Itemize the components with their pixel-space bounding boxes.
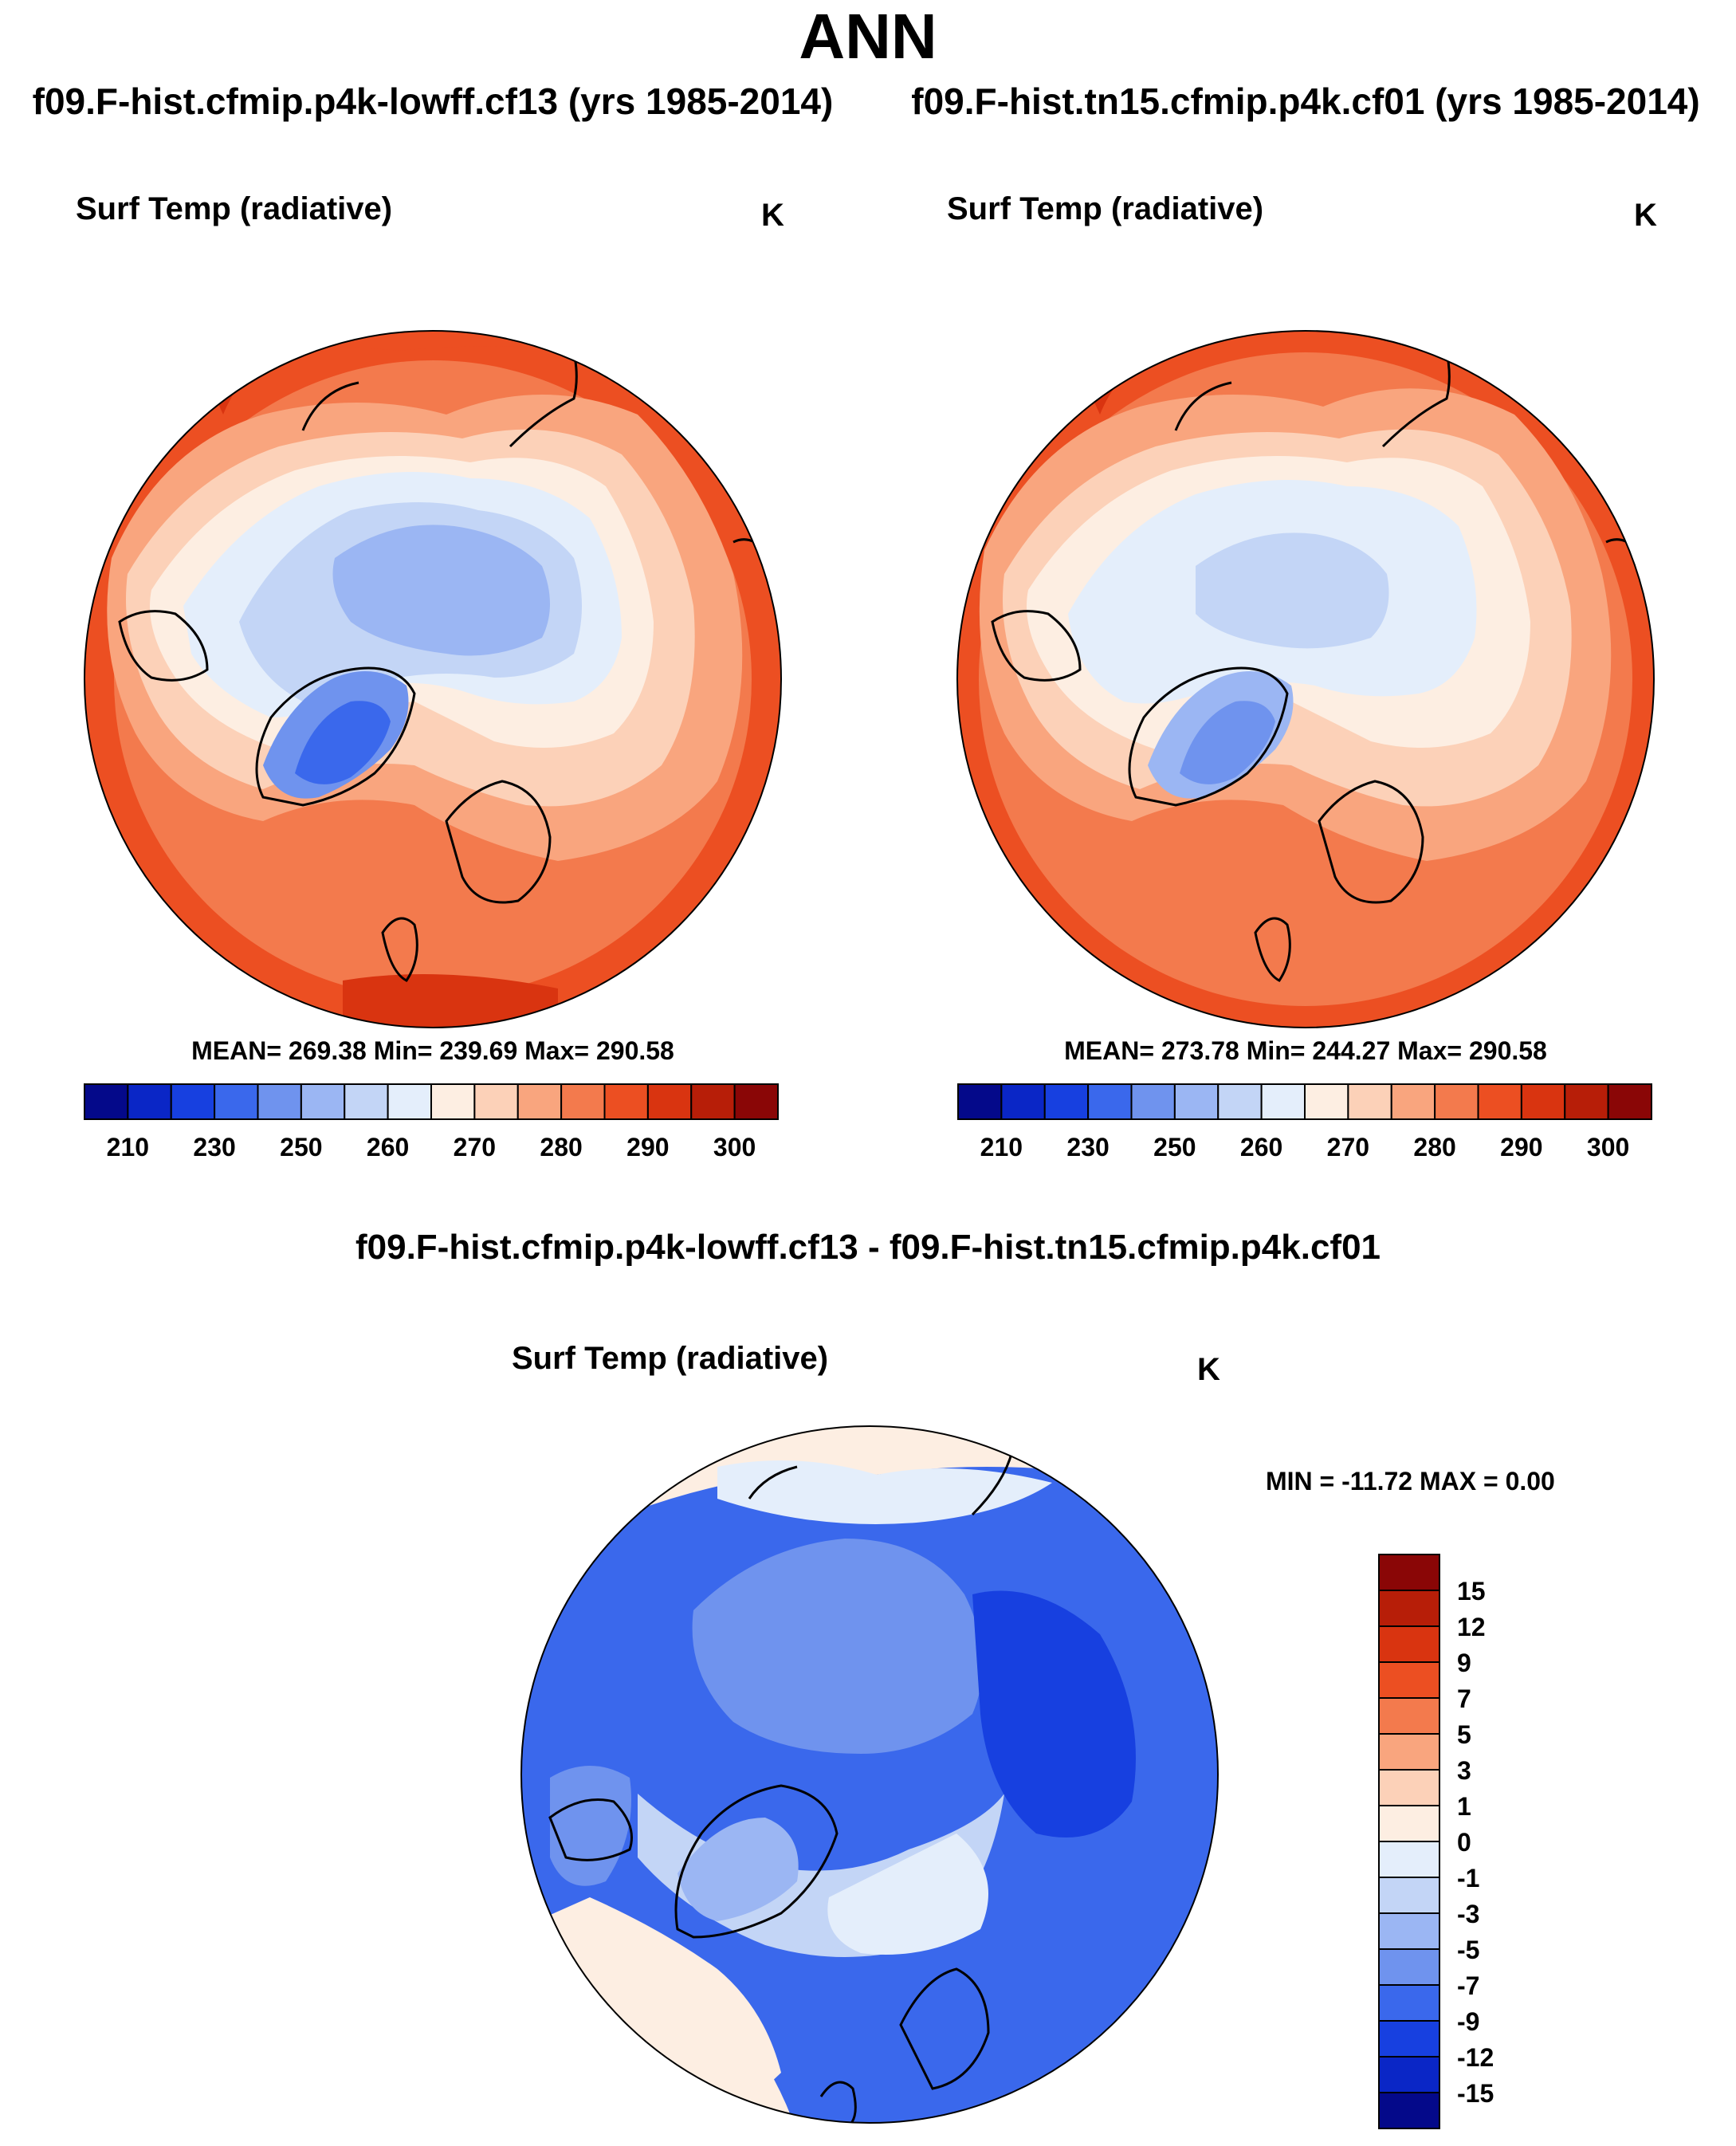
- panel-a-colorbar-swatch: [300, 1083, 346, 1120]
- diff-colorbar-tick-label: 5: [1457, 1720, 1471, 1749]
- panel-b-var-title: Surf Temp (radiative): [947, 191, 1264, 226]
- panel-b-run-title: f09.F-hist.tn15.cfmip.p4k.cf01 (yrs 1985…: [911, 81, 1700, 122]
- panel-b-colorbar-swatch: [1607, 1083, 1652, 1120]
- panel-b-stats: MEAN= 273.78 Min= 244.27 Max= 290.58: [1064, 1036, 1547, 1065]
- diff-colorbar-tick-label: -7: [1457, 1971, 1479, 2000]
- panel-b-colorbar-swatch: [957, 1083, 1003, 1120]
- panel-a-colorbar-tick-label: 230: [193, 1133, 235, 1161]
- panel-b-colorbar-swatch: [1477, 1083, 1522, 1120]
- diff-colorbar-tick-label: -3: [1457, 1900, 1479, 1928]
- panel-b-colorbar-swatch: [1130, 1083, 1176, 1120]
- diff-colorbar-tick-label: 0: [1457, 1828, 1471, 1857]
- panel-a-colorbar-swatch: [560, 1083, 606, 1120]
- diff-colorbar-swatch: [1378, 2056, 1440, 2093]
- panel-a-run-title: f09.F-hist.cfmip.p4k-lowff.cf13 (yrs 198…: [32, 81, 834, 122]
- diff-colorbar-swatch: [1378, 1948, 1440, 1986]
- panel-b-colorbar-swatch: [1087, 1083, 1133, 1120]
- diff-colorbar-tick-label: -1: [1457, 1864, 1479, 1892]
- panel-b-colorbar-tick-label: 290: [1500, 1133, 1542, 1161]
- diff-colorbar-swatch: [1378, 1625, 1440, 1663]
- panel-b-colorbar-swatch: [1390, 1083, 1436, 1120]
- panel-a-colorbar-swatch: [214, 1083, 259, 1120]
- panel-a-colorbar-tick-label: 290: [626, 1133, 669, 1161]
- panel-a-var-title: Surf Temp (radiative): [76, 191, 393, 226]
- diff-map: [520, 1425, 1219, 2124]
- diff-var-title: Surf Temp (radiative): [512, 1341, 829, 1376]
- panel-a-colorbar-swatch: [127, 1083, 172, 1120]
- diff-colorbar-tick-label: -15: [1457, 2079, 1494, 2108]
- diff-colorbar-swatch: [1378, 1590, 1440, 1627]
- diff-colorbar-tick-label: -12: [1457, 2043, 1494, 2072]
- panel-a-units: K: [761, 198, 784, 233]
- panel-b-colorbar-swatch: [1173, 1083, 1220, 1120]
- panel-a-colorbar-tick-label: 250: [280, 1133, 322, 1161]
- panel-b-colorbar-swatch: [1564, 1083, 1609, 1120]
- diff-colorbar: 15 12 9 7 5 3 1 0 -1 -3 -5 -7 -9 -12 -15: [1378, 1554, 1494, 2129]
- panel-b-colorbar-tick-label: 260: [1240, 1133, 1282, 1161]
- panel-a-colorbar-swatch: [690, 1083, 736, 1120]
- diff-colorbar-swatch: [1378, 1877, 1440, 1914]
- panel-b-colorbar-tick-label: 210: [980, 1133, 1023, 1161]
- diff-colorbar-swatch: [1378, 1554, 1440, 1591]
- panel-b-colorbar-tick-label: 270: [1327, 1133, 1369, 1161]
- diff-colorbar-swatch: [1378, 1661, 1440, 1699]
- panel-b-colorbar-swatch: [1217, 1083, 1263, 1120]
- diff-colorbar-swatch: [1378, 1733, 1440, 1771]
- panel-a-map: [84, 330, 782, 1028]
- panel-a-colorbar-tick-label: 270: [454, 1133, 496, 1161]
- panel-a-colorbar: 210 230 250 260 270 280 290 300: [84, 1083, 779, 1161]
- diff-colorbar-tick-label: 1: [1457, 1792, 1471, 1821]
- panel-a-colorbar-swatch: [516, 1083, 563, 1120]
- diff-colorbar-swatch: [1378, 1912, 1440, 1950]
- diff-colorbar-swatch: [1378, 1805, 1440, 1842]
- panel-b-colorbar-tick-label: 300: [1587, 1133, 1629, 1161]
- panel-b-colorbar-swatch: [1000, 1083, 1046, 1120]
- panel-a-colorbar-swatch: [473, 1083, 519, 1120]
- diff-colorbar-tick-label: -5: [1457, 1936, 1479, 1964]
- panel-a-colorbar-swatch: [646, 1083, 693, 1120]
- diff-stats: MIN = -11.72 MAX = 0.00: [1266, 1467, 1555, 1496]
- panel-b-colorbar-swatch: [1520, 1083, 1566, 1120]
- diff-colorbar-swatch: [1378, 1769, 1440, 1806]
- panel-a-colorbar-swatch: [170, 1083, 216, 1120]
- diff-colorbar-tick-label: -9: [1457, 2007, 1479, 2036]
- panel-b-colorbar-swatch: [1434, 1083, 1479, 1120]
- panel-b-colorbar-swatch: [1347, 1083, 1392, 1120]
- diff-colorbar-swatch: [1378, 1984, 1440, 2022]
- panel-a-colorbar-swatch: [430, 1083, 476, 1120]
- panel-b-colorbar-tick-label: 230: [1066, 1133, 1109, 1161]
- panel-a-colorbar-swatch: [603, 1083, 649, 1120]
- panel-a-colorbar-swatch: [84, 1083, 129, 1120]
- panel-a-colorbar-swatch: [387, 1083, 432, 1120]
- diff-colorbar-tick-label: 9: [1457, 1649, 1471, 1677]
- panel-b-colorbar: 210 230 250 260 270 280 290 300: [957, 1083, 1652, 1161]
- panel-a-colorbar-swatch: [733, 1083, 779, 1120]
- panel-a-colorbar-tick-label: 300: [713, 1133, 756, 1161]
- panel-a-colorbar-tick-label: 210: [107, 1133, 149, 1161]
- panel-b-colorbar-swatch: [1043, 1083, 1090, 1120]
- diff-colorbar-tick-label: 7: [1457, 1684, 1471, 1713]
- panel-a-stats: MEAN= 269.38 Min= 239.69 Max= 290.58: [191, 1036, 674, 1065]
- main-title: ANN: [799, 1, 937, 72]
- diff-colorbar-tick-label: 12: [1457, 1613, 1486, 1641]
- panel-a-colorbar-tick-label: 260: [367, 1133, 409, 1161]
- diff-colorbar-swatch: [1378, 2020, 1440, 2058]
- panel-b-colorbar-swatch: [1304, 1083, 1349, 1120]
- panel-a-colorbar-swatch: [257, 1083, 302, 1120]
- panel-a-colorbar-swatch: [344, 1083, 389, 1120]
- diff-units: K: [1197, 1352, 1220, 1387]
- diff-colorbar-tick-label: 3: [1457, 1756, 1471, 1785]
- diff-colorbar-swatch: [1378, 1697, 1440, 1735]
- panel-b-colorbar-swatch: [1260, 1083, 1306, 1120]
- diff-colorbar-swatch: [1378, 2092, 1440, 2129]
- panel-b-colorbar-tick-label: 250: [1153, 1133, 1196, 1161]
- panel-b-colorbar-tick-label: 280: [1413, 1133, 1455, 1161]
- panel-a-colorbar-tick-label: 280: [540, 1133, 582, 1161]
- diff-title: f09.F-hist.cfmip.p4k-lowff.cf13 - f09.F-…: [355, 1228, 1381, 1267]
- panel-b-units: K: [1634, 198, 1657, 233]
- panel-b-map: [956, 330, 1655, 1028]
- diff-colorbar-swatch: [1378, 1841, 1440, 1878]
- diff-colorbar-tick-label: 15: [1457, 1577, 1486, 1606]
